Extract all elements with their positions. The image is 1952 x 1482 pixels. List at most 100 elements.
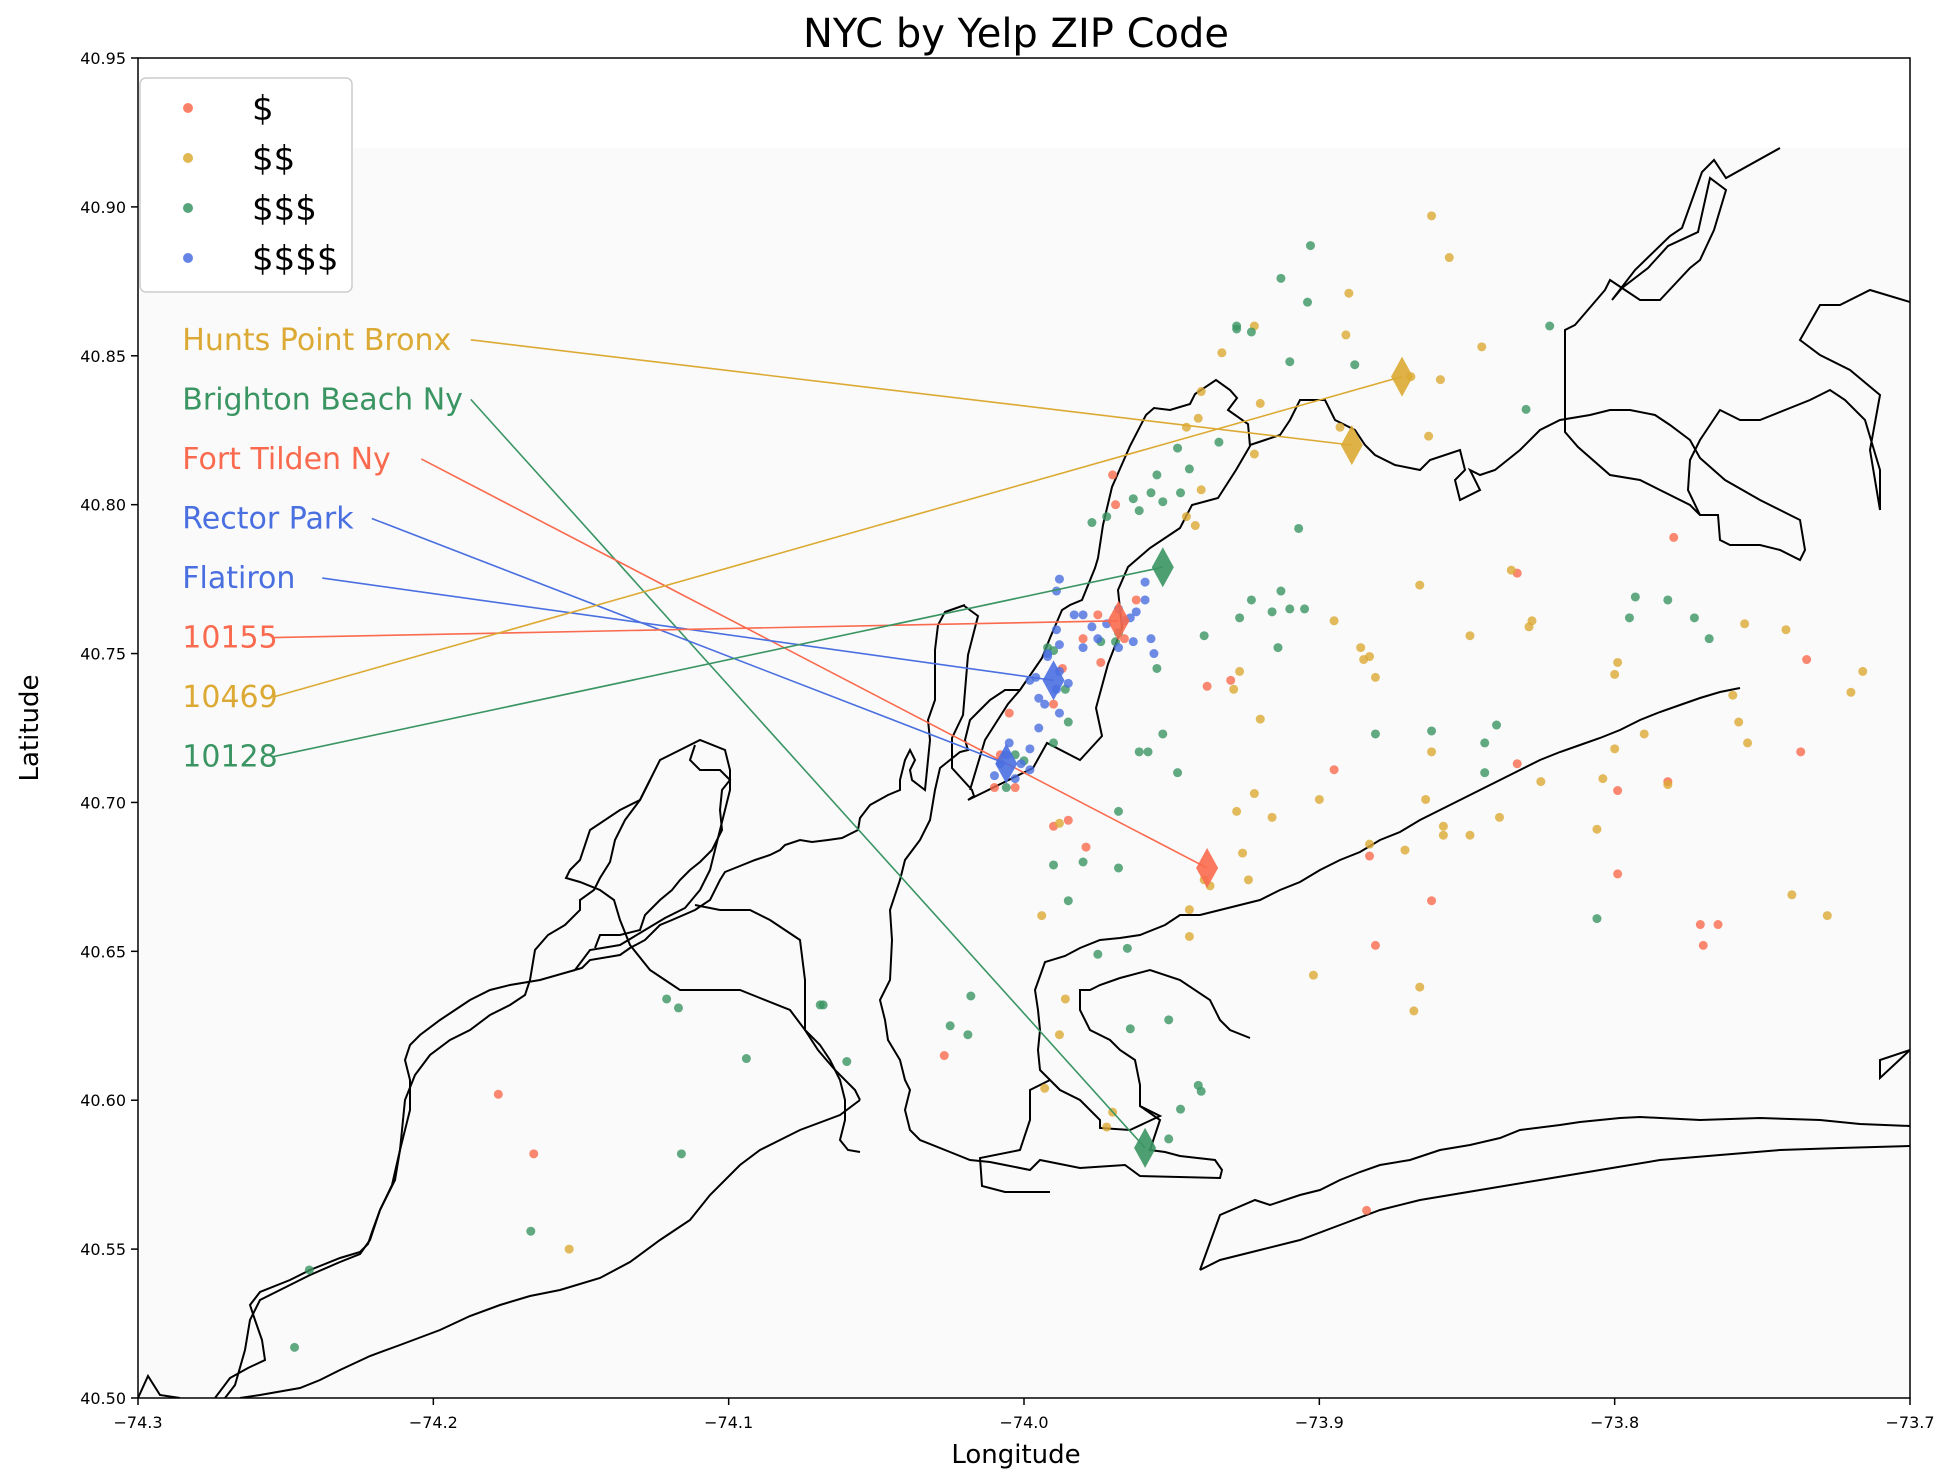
annotation-line: [272, 375, 1403, 698]
y-tick-label: 40.95: [80, 49, 126, 68]
highlight-diamond-marker: [1134, 1127, 1157, 1168]
scatter-point-2: [1232, 806, 1242, 816]
scatter-point-1: [1613, 869, 1623, 879]
scatter-point-4: [1034, 723, 1044, 733]
scatter-point-4: [1063, 678, 1073, 688]
x-tick-label: −73.9: [1295, 1413, 1344, 1432]
scatter-point-4: [1051, 625, 1061, 635]
scatter-point-2: [1438, 830, 1448, 840]
scatter-point-3: [1303, 297, 1313, 307]
annotation-label: Fort Tilden Ny: [182, 442, 390, 477]
scatter-point-1: [1093, 610, 1103, 620]
scatter-point-2: [1787, 890, 1797, 900]
scatter-point-3: [1276, 273, 1286, 283]
scatter-point-2: [1335, 422, 1345, 432]
scatter-point-3: [1158, 497, 1168, 507]
scatter-point-3: [1102, 512, 1112, 522]
scatter-point-3: [1294, 523, 1304, 533]
scatter-point-3: [1273, 643, 1283, 653]
y-tick-label: 40.90: [80, 198, 126, 217]
scatter-point-2: [1359, 655, 1369, 665]
scatter-point-3: [1276, 586, 1286, 596]
x-tick-label: −73.8: [1590, 1413, 1639, 1432]
legend: $$$$$$$$$$: [139, 77, 353, 293]
scatter-point-3: [1285, 604, 1295, 614]
scatter-point-3: [1176, 1104, 1186, 1114]
y-tick-label: 40.65: [80, 942, 126, 961]
scatter-point-3: [1164, 1134, 1174, 1144]
bronx-coastline: [1249, 147, 1807, 562]
coastlines: [138, 147, 1910, 1398]
scatter-point-4: [1149, 649, 1159, 659]
scatter-point-2: [1465, 631, 1475, 641]
scatter-point-1: [939, 1051, 949, 1061]
annotation-label: 10155: [182, 621, 277, 656]
annotation-label: 10469: [182, 680, 277, 715]
y-tick-label: 40.75: [80, 645, 126, 664]
scatter-point-3: [1300, 604, 1310, 614]
scatter-point-2: [1243, 875, 1253, 885]
legend-label: $$$: [252, 189, 317, 229]
scatter-point-4: [1078, 643, 1088, 653]
annotation-line: [470, 339, 1352, 446]
annotation-line: [420, 458, 1208, 869]
highlight-diamond-marker: [1151, 547, 1174, 588]
scatter-point-4: [1093, 634, 1103, 644]
scatter-point-2: [1781, 625, 1791, 635]
scatter-point-4: [1140, 595, 1150, 605]
scatter-point-2: [1743, 738, 1753, 748]
scatter-point-3: [1592, 914, 1602, 924]
scatter-point-4: [1078, 610, 1088, 620]
scatter-point-1: [529, 1149, 539, 1159]
annotation-label: Rector Park: [182, 501, 354, 536]
scatter-point-3: [1173, 443, 1183, 453]
legend-marker: [183, 103, 193, 113]
highlight-diamond-marker: [1196, 847, 1219, 888]
scatter-point-3: [1143, 747, 1153, 757]
scatter-point-3: [1285, 357, 1295, 367]
legend-label: $$: [252, 139, 295, 179]
y-axis-label: Latitude: [15, 674, 45, 781]
staten-island-south-coastline: [239, 1099, 861, 1398]
legend-label: $: [252, 89, 274, 129]
scatter-point-3: [945, 1021, 955, 1031]
scatter-point-2: [1267, 812, 1277, 822]
annotation-line: [371, 517, 1007, 765]
bayonne-coastline: [594, 744, 732, 949]
scatter-point-2: [1734, 717, 1744, 727]
staten-island-coastline: [694, 904, 861, 1101]
scatter-point-2: [1639, 729, 1649, 739]
scatter-point-3: [290, 1342, 300, 1352]
scatter-point-1: [1010, 783, 1020, 793]
scatter-point-3: [842, 1057, 852, 1067]
legend-marker: [183, 153, 193, 163]
scatter-point-3: [1001, 783, 1011, 793]
rockaway-coastline: [1199, 1115, 1910, 1271]
scatter-point-1: [989, 783, 999, 793]
scatter-point-2: [1465, 830, 1475, 840]
queens-coastline: [1879, 1049, 1910, 1081]
highlight-diamond-marker: [1042, 660, 1065, 701]
scatter-point-2: [1054, 1030, 1064, 1040]
scatter-point-4: [1114, 643, 1124, 653]
scatter-point-2: [1238, 848, 1248, 858]
scatter-point-3: [673, 1003, 683, 1013]
scatter-point-2: [1421, 794, 1431, 804]
scatter-point-1: [1329, 765, 1339, 775]
legend-marker: [183, 203, 193, 213]
scatter-point-3: [963, 1030, 973, 1040]
scatter-point-3: [1134, 747, 1144, 757]
scatter-point-3: [1199, 631, 1209, 641]
scatter-point-3: [1087, 518, 1097, 528]
y-tick-label: 40.70: [80, 793, 126, 812]
highlight-diamond-marker: [1107, 600, 1130, 641]
x-tick-label: −74.3: [113, 1413, 162, 1432]
scatter-point-3: [1093, 949, 1103, 959]
scatter-point-3: [1122, 943, 1132, 953]
scatter-point-2: [1249, 449, 1259, 459]
annotation-labels: Hunts Point Bronx Brighton Beach Ny Fort T…: [182, 323, 463, 775]
scatter-point-2: [1329, 616, 1339, 626]
scatter-point-3: [1232, 324, 1242, 334]
scatter-point-2: [1536, 777, 1546, 787]
scatter-point-3: [1114, 863, 1124, 873]
